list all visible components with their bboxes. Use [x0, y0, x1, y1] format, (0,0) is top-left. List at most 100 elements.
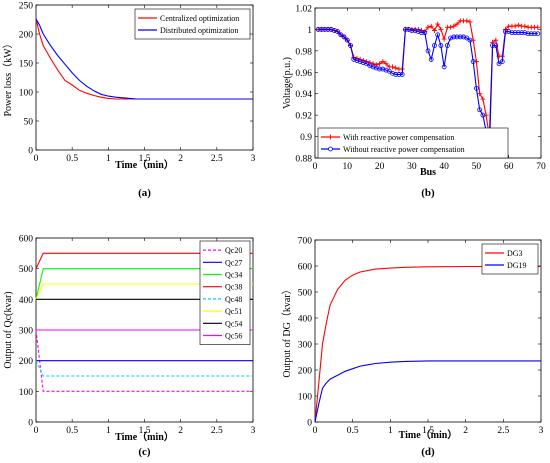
- series-line-qc51: [35, 283, 253, 300]
- y-tick-label: 400: [298, 315, 313, 325]
- chart-panel-a: 0 0.5 1 1.5 2 2.5 3 0 50 100 150 200 250 Time（min） Pow…: [2, 2, 256, 200]
- data-point: [370, 64, 376, 70]
- data-point: [496, 61, 502, 67]
- data-point: [377, 61, 383, 67]
- legend-label: Qc34: [225, 271, 242, 280]
- y-tick-label: 0.9: [300, 133, 312, 143]
- x-axis-label: Time（min）: [115, 430, 174, 443]
- data-point: [522, 23, 528, 29]
- data-point: [519, 30, 525, 36]
- data-point: [348, 43, 353, 48]
- data-point: [338, 32, 344, 38]
- data-point: [373, 65, 379, 71]
- data-point: [344, 37, 350, 43]
- x-axis-label: Time（min）: [115, 158, 174, 171]
- x-tick-label: 0.5: [66, 154, 78, 164]
- data-point: [515, 22, 521, 28]
- y-tick-label: 0.92: [295, 112, 312, 122]
- data-point: [390, 70, 395, 76]
- x-tick-label: 1: [106, 154, 111, 164]
- legend-box: [134, 8, 251, 40]
- data-point: [399, 72, 405, 77]
- data-point: [406, 27, 412, 32]
- data-point: [351, 57, 357, 62]
- y-tick-label: 600: [19, 235, 34, 245]
- data-point: [419, 30, 424, 36]
- data-point: [431, 28, 437, 33]
- data-point: [319, 27, 324, 32]
- data-point: [470, 37, 476, 43]
- y-tick-label: 0.94: [295, 90, 312, 100]
- data-point: [480, 96, 486, 102]
- data-point: [477, 91, 483, 97]
- legend-box: [481, 243, 539, 275]
- data-point: [473, 59, 479, 65]
- data-point: [322, 27, 328, 32]
- legend: Qc20 Qc27 Qc34 Qc38 Qc48 Qc51 Qc54 Qc56: [199, 240, 251, 345]
- y-axis-label: Voltage(p.u.): [282, 57, 293, 109]
- data-point: [444, 43, 450, 48]
- x-tick-label: 0: [34, 426, 39, 436]
- legend-label: Qc48: [225, 295, 242, 304]
- x-tick-label: 30: [407, 162, 417, 172]
- x-tick-label: 40: [439, 162, 449, 172]
- data-point: [412, 28, 418, 33]
- y-tick-label: 100: [19, 89, 34, 99]
- data-point: [493, 37, 499, 43]
- data-point: [451, 34, 457, 40]
- data-point: [535, 31, 541, 37]
- data-point: [354, 58, 360, 63]
- legend-label: DG3: [507, 249, 523, 258]
- y-axis-label: Power loss（kW）: [2, 38, 14, 116]
- data-point: [522, 30, 528, 36]
- data-point: [499, 59, 505, 64]
- legend-box: [317, 127, 509, 159]
- data-point: [535, 24, 541, 30]
- x-tick-label: 50: [472, 162, 482, 172]
- data-point: [383, 67, 389, 73]
- y-tick-label: 100: [298, 393, 313, 403]
- data-point: [335, 29, 341, 34]
- data-point: [393, 72, 399, 77]
- data-point: [432, 43, 437, 48]
- y-tick-label: 400: [19, 296, 34, 306]
- x-tick-label: 0.5: [347, 426, 359, 436]
- legend: Centralized optimization Distributed opti…: [134, 8, 251, 40]
- series-line-distributed-optimization: [35, 18, 253, 100]
- legend-label: Qc51: [225, 307, 242, 316]
- data-point: [357, 59, 363, 64]
- y-tick-label: 200: [19, 31, 34, 41]
- y-tick-label: 0: [307, 419, 312, 429]
- data-point: [422, 30, 428, 36]
- x-tick-label: 1.5: [422, 426, 434, 436]
- data-point: [341, 34, 347, 40]
- data-point: [470, 59, 476, 64]
- data-point: [438, 26, 444, 32]
- data-point: [461, 34, 466, 40]
- x-tick-label: 20: [375, 162, 385, 172]
- data-point: [373, 62, 379, 68]
- series-line-dg19: [314, 360, 541, 423]
- data-point: [438, 43, 444, 48]
- x-tick-label: 0: [313, 426, 318, 436]
- panel-label: (b): [421, 187, 435, 199]
- panel-label: (d): [421, 446, 435, 458]
- x-tick-label: 1.5: [139, 426, 151, 436]
- y-tick-label: 1: [307, 26, 312, 36]
- legend-label: DG19: [507, 261, 527, 270]
- y-tick-label: 200: [19, 357, 34, 367]
- x-tick-label: 1: [106, 426, 111, 436]
- data-point: [493, 43, 499, 48]
- data-point: [396, 72, 402, 77]
- y-tick-label: 100: [19, 388, 34, 398]
- data-point: [380, 66, 386, 72]
- y-tick-label: 0.88: [295, 155, 312, 165]
- panel-label: (a): [138, 187, 151, 199]
- data-point: [457, 34, 463, 40]
- data-point: [483, 112, 489, 118]
- data-point: [516, 30, 521, 36]
- data-point: [380, 59, 386, 65]
- legend-box: [199, 240, 251, 345]
- legend-label: Without reactive power compensation: [343, 145, 465, 154]
- data-point: [441, 36, 447, 42]
